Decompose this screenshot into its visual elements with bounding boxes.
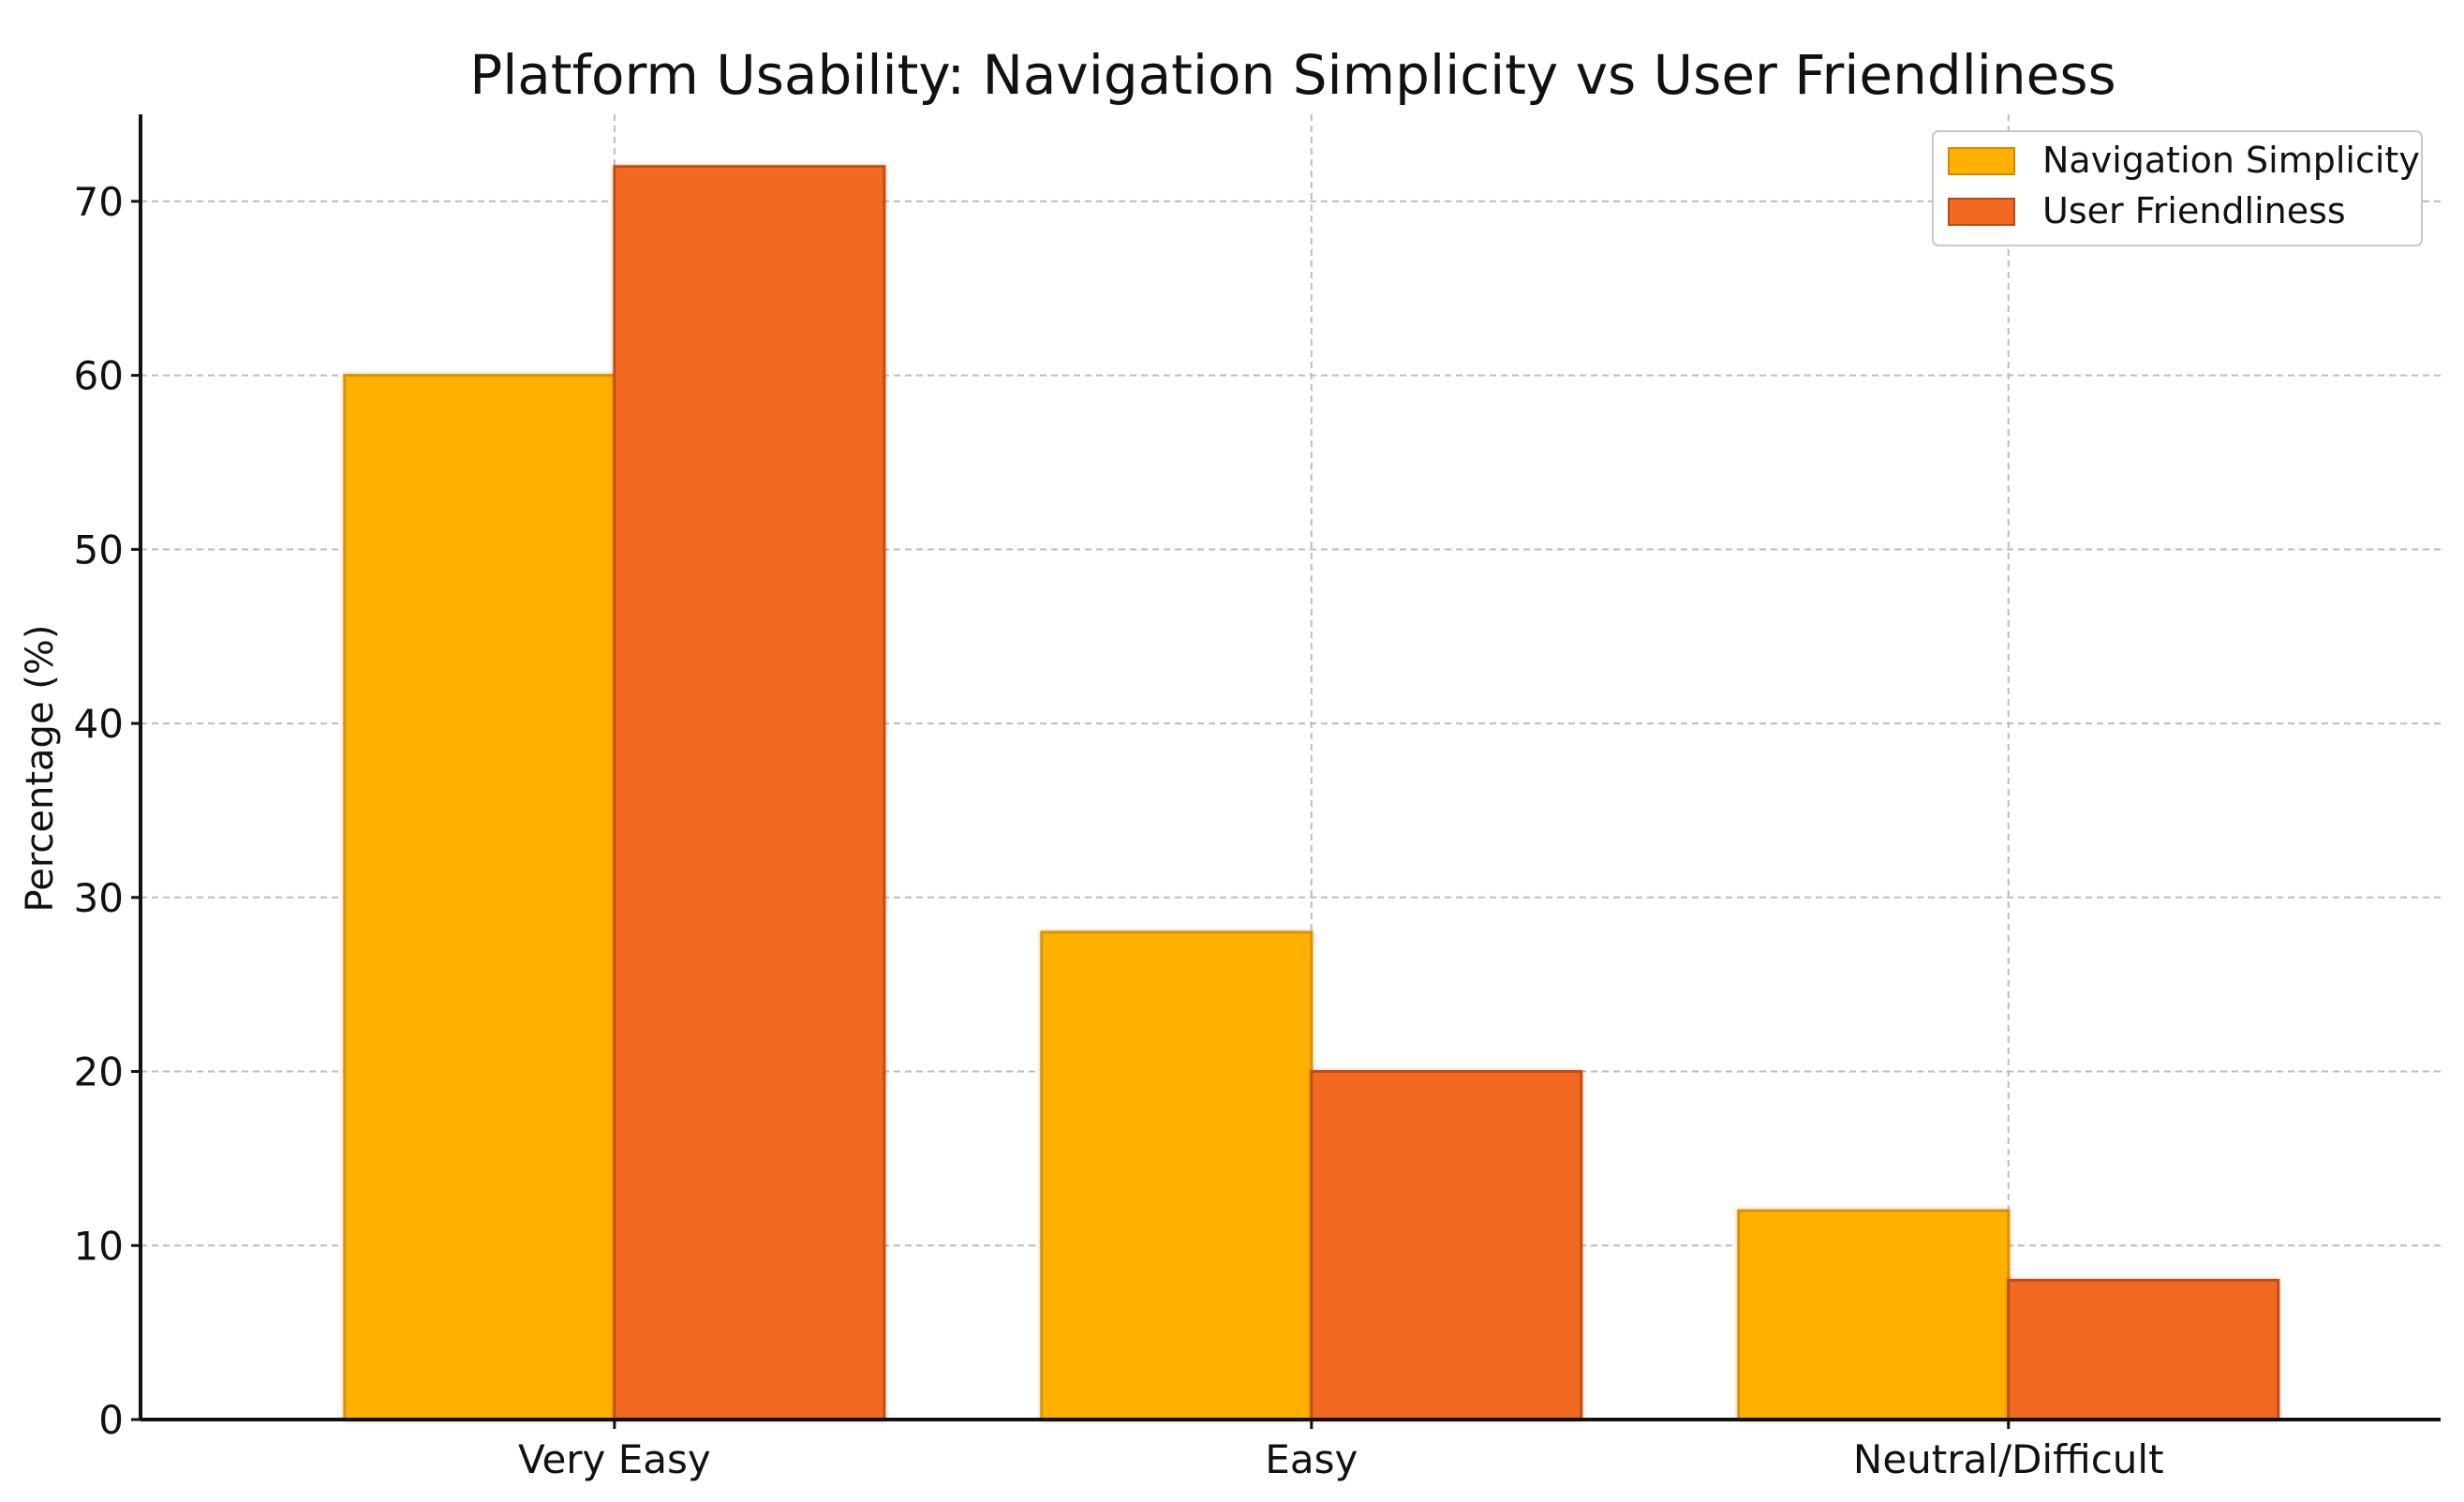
bars: [343, 165, 2280, 1421]
bar-user-friendliness-2: [2007, 1278, 2280, 1421]
bar-user-friendliness-0: [613, 165, 886, 1421]
x-tick-label-2: Neutral/Difficult: [1853, 1436, 2164, 1482]
legend-swatch-navigation-simplicity: [1948, 147, 2015, 175]
legend-swatch-user-friendliness: [1948, 198, 2015, 226]
x-tick-label-1: Easy: [1265, 1436, 1358, 1482]
y-tick-label-50: 50: [74, 527, 124, 573]
bar-navigation-simplicity-2: [1737, 1209, 2011, 1421]
bar-navigation-simplicity-0: [343, 374, 616, 1421]
y-tick-label-40: 40: [74, 701, 124, 747]
y-tick-label-20: 20: [74, 1049, 124, 1095]
y-tick-label-70: 70: [74, 179, 124, 225]
y-tick-label-10: 10: [74, 1223, 124, 1269]
bar-user-friendliness-1: [1310, 1070, 1583, 1421]
y-axis-label: Percentage (%): [19, 625, 62, 913]
chart-title: Platform Usability: Navigation Simplicit…: [469, 43, 2116, 107]
y-tick-label-30: 30: [74, 875, 124, 921]
y-tick-label-60: 60: [74, 353, 124, 399]
legend-label-user-friendliness: User Friendliness: [2042, 190, 2346, 231]
legend-label-navigation-simplicity: Navigation Simplicity: [2042, 140, 2420, 181]
axes: [139, 114, 2441, 1421]
ticks: 0 10 20 30 40 50 60 70 Very Easy Easy Neutral/Diff…: [74, 179, 2164, 1482]
y-tick-label-0: 0: [98, 1397, 124, 1443]
legend: Navigation Simplicity User Friendliness: [1932, 130, 2423, 246]
legend-box: [1932, 130, 2423, 246]
x-tick-label-0: Very Easy: [518, 1436, 711, 1482]
bar-navigation-simplicity-1: [1040, 930, 1314, 1421]
